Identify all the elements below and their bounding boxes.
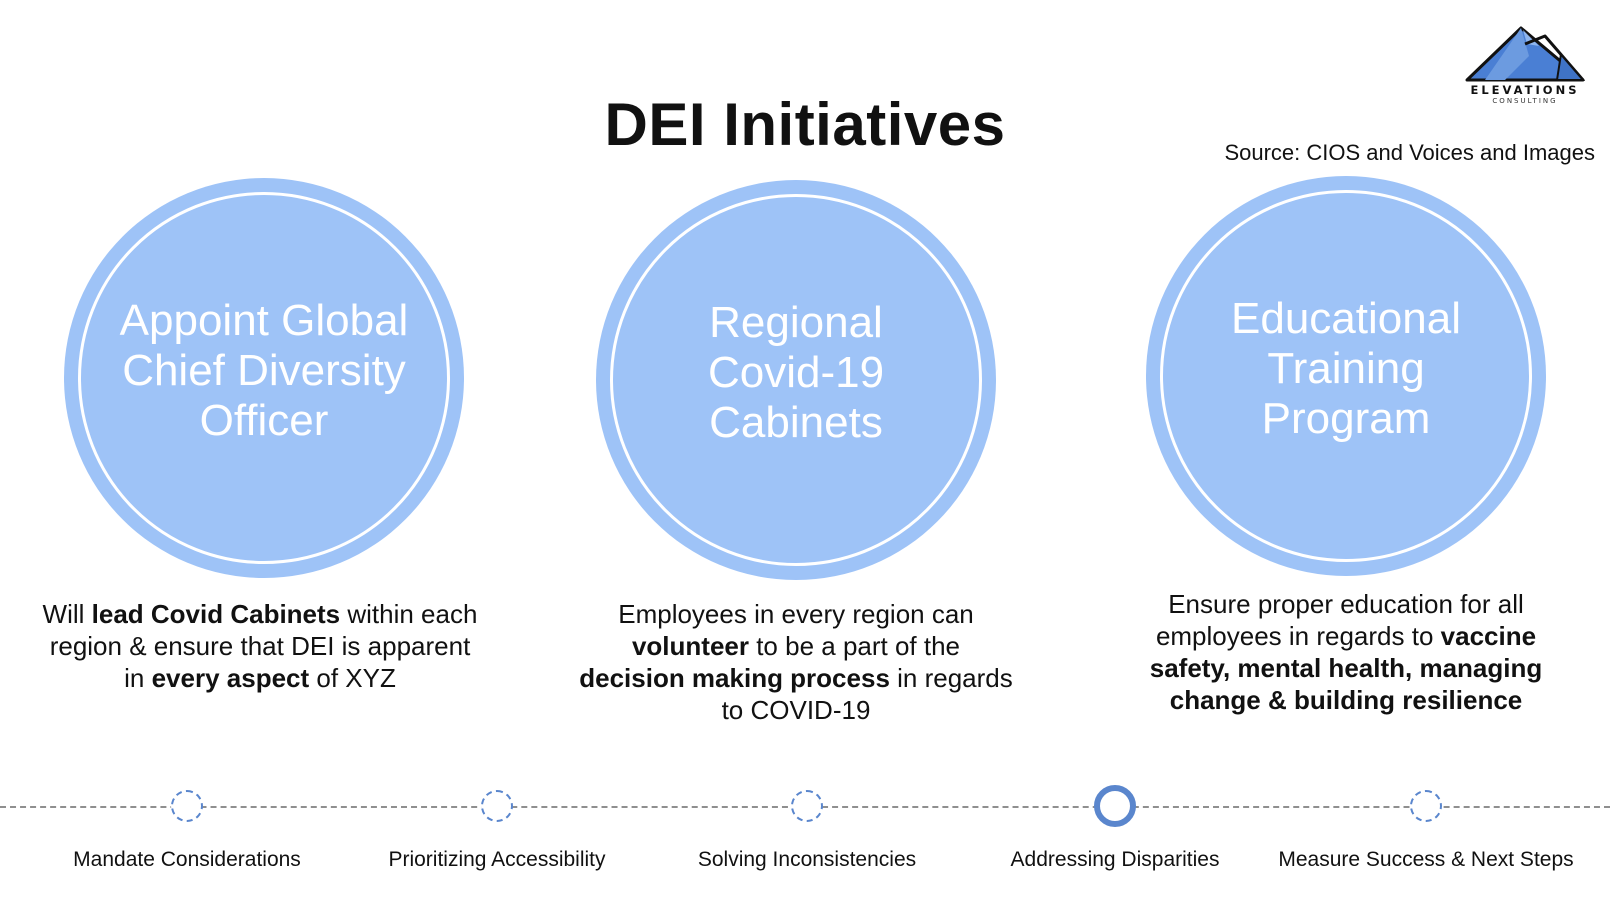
initiative-circle: Regional Covid-19 Cabinets — [596, 180, 996, 580]
circle-ring — [1160, 190, 1532, 562]
step-label[interactable]: Solving Inconsistencies — [697, 848, 917, 871]
step-marker[interactable] — [1410, 790, 1442, 822]
logo-name: ELEVATIONS — [1470, 83, 1580, 97]
mountain-icon — [1465, 26, 1585, 82]
initiative-title-line: Cabinets — [709, 398, 883, 447]
initiative-title: Educational Training Program — [1146, 294, 1546, 444]
initiative-title-line: Covid-19 — [707, 348, 885, 397]
initiative-circle: Educational Training Program — [1146, 176, 1546, 576]
desc-text: in regards to COVID-19 — [721, 663, 1013, 725]
step-label[interactable]: Mandate Considerations — [73, 848, 301, 871]
desc-bold-text: volunteer — [631, 631, 749, 661]
page-title: DEI Initiatives — [604, 91, 1006, 158]
desc-bold-text: lead Covid Cabinets — [91, 599, 341, 629]
desc-text: Will — [42, 599, 92, 629]
initiative-title-line: Officer — [199, 396, 329, 445]
step-marker[interactable] — [481, 790, 513, 822]
initiative-description: Employees in every region can volunteer … — [576, 598, 1016, 726]
desc-text: Employees in every region can — [618, 599, 974, 629]
step-marker[interactable] — [171, 790, 203, 822]
desc-text: within each region & ensure that DEI is … — [49, 599, 478, 693]
initiative-title-line: Appoint Global — [119, 296, 409, 345]
source-note: Source: CIOS and Voices and Images — [1224, 140, 1595, 165]
desc-text: to be a part of the — [748, 631, 961, 661]
initiative-title-line: Regional — [709, 298, 883, 347]
circle-ring — [78, 192, 450, 564]
step-label[interactable]: Prioritizing Accessibility — [388, 848, 606, 871]
elevations-logo: ELEVATIONS CONSULTING — [1460, 24, 1590, 112]
logo-sub: CONSULTING — [1492, 97, 1558, 105]
desc-text: Ensure proper education for all employee… — [1155, 589, 1524, 651]
initiative-circle: Appoint Global Chief Diversity Officer — [64, 178, 464, 578]
initiative-title: Regional Covid-19 Cabinets — [596, 298, 996, 448]
step-label[interactable]: Measure Success & Next Steps — [1278, 848, 1574, 871]
desc-bold-text: decision making process — [579, 663, 890, 693]
desc-bold-text: vaccine safety, mental health, managing … — [1149, 621, 1543, 715]
initiative-title-line: Training — [1267, 344, 1425, 393]
step-label[interactable]: Addressing Disparities — [1010, 848, 1220, 871]
desc-bold-text: every aspect — [151, 663, 310, 693]
desc-text: of XYZ — [309, 663, 396, 693]
step-marker-active[interactable] — [1094, 785, 1136, 827]
initiative-description: Ensure proper education for all employee… — [1126, 588, 1566, 716]
initiative-title-line: Program — [1261, 394, 1431, 443]
initiative-title-line: Chief Diversity — [122, 346, 406, 395]
circle-ring — [610, 194, 982, 566]
step-marker[interactable] — [791, 790, 823, 822]
initiative-description: Will lead Covid Cabinets within each reg… — [40, 598, 480, 694]
initiative-title-line: Educational — [1231, 294, 1461, 343]
initiative-title: Appoint Global Chief Diversity Officer — [64, 296, 464, 446]
